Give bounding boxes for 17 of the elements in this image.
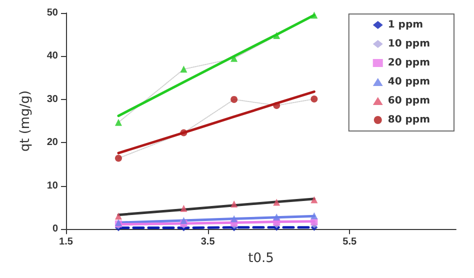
legend-label: 1 ppm — [388, 20, 424, 30]
y-tick-label: 30 — [46, 94, 58, 105]
y-axis-title: qt (mg/g) — [18, 90, 33, 152]
x-axis-title: t0.5 — [248, 251, 274, 266]
legend-label: 40 ppm — [388, 76, 430, 88]
legend-label: 80 ppm — [388, 114, 430, 126]
y-tick-label: 10 — [46, 180, 58, 192]
y-tick-label: 0 — [52, 224, 58, 235]
x-tick-label: 5.5 — [342, 236, 358, 248]
y-tick-label: 50 — [46, 8, 58, 18]
x-tick-label: 1.5 — [59, 236, 74, 248]
legend-label: 20 ppm — [388, 58, 430, 68]
y-tick-label: 40 — [46, 50, 58, 62]
legend-label: 10 ppm — [388, 38, 430, 50]
y-tick-label: 20 — [46, 137, 58, 148]
legend-label: 60 ppm — [388, 96, 430, 106]
x-tick-label: 3.5 — [200, 236, 216, 248]
